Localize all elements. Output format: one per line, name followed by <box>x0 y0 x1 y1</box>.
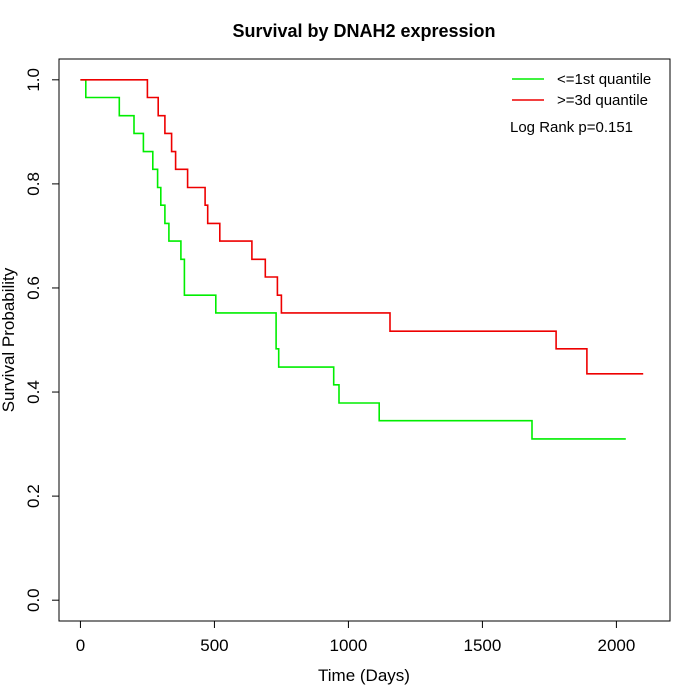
series-layer <box>80 79 644 440</box>
legend-label-1: >=3d quantile <box>557 92 648 109</box>
y-tick-label: 0.0 <box>24 588 43 612</box>
x-tick-label: 1500 <box>463 636 501 655</box>
x-axis: 0 500 1000 1500 2000 <box>76 620 635 655</box>
y-axis-label: Survival Probability <box>0 267 18 412</box>
y-tick-label: 0.2 <box>24 484 43 508</box>
y-tick-label: 1.0 <box>24 68 43 92</box>
x-axis-label: Time (Days) <box>318 666 410 685</box>
x-tick-label: 2000 <box>597 636 635 655</box>
x-tick-label: 0 <box>76 636 85 655</box>
x-tick-label: 1000 <box>330 636 368 655</box>
x-tick-label: 500 <box>200 636 228 655</box>
chart-title: Survival by DNAH2 expression <box>232 21 495 41</box>
legend: <=1st quantile >=3d quantile <box>512 71 651 109</box>
legend-label-0: <=1st quantile <box>557 71 651 88</box>
log-rank-annotation: Log Rank p=0.151 <box>510 119 633 136</box>
y-tick-label: 0.6 <box>24 276 43 300</box>
y-tick-label: 0.8 <box>24 172 43 196</box>
series-line-0 <box>80 79 626 440</box>
y-tick-label: 0.4 <box>24 380 43 404</box>
y-axis: 0.0 0.2 0.4 0.6 0.8 1.0 <box>24 68 60 612</box>
series-line-1 <box>80 79 644 375</box>
